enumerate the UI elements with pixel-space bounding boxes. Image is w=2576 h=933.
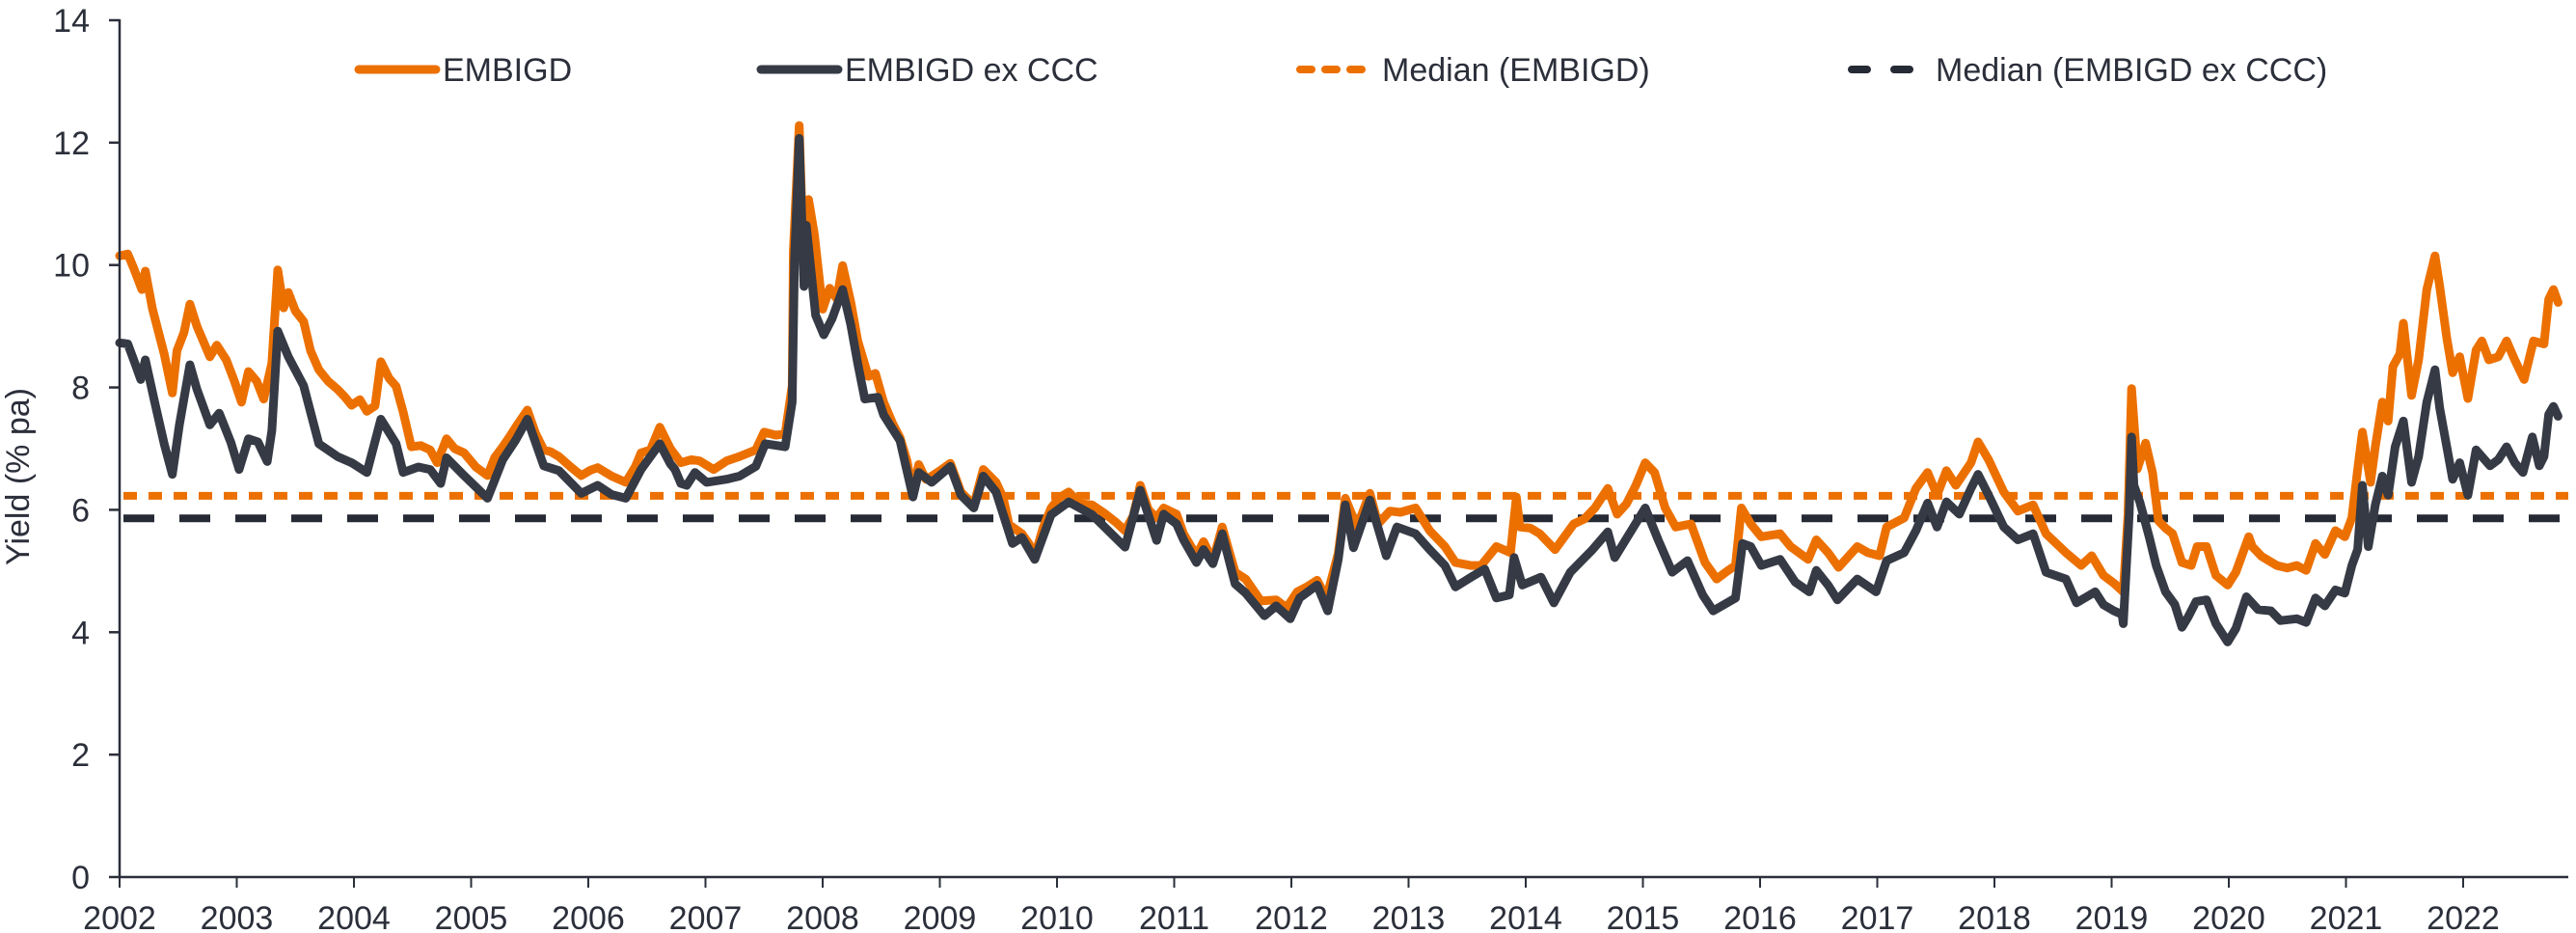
x-tick-label: 2005 [435, 900, 508, 933]
x-tick-label: 2019 [2075, 900, 2149, 933]
x-tick-label: 2010 [1020, 900, 1094, 933]
y-tick-label: 12 [53, 125, 90, 162]
legend-label-embigd: EMBIGD [443, 52, 572, 89]
y-ticks: 0 2 4 6 8 10 12 14 [53, 3, 120, 896]
series-line-embigd-ex-ccc [115, 133, 2562, 646]
chart-legend: EMBIGD EMBIGD ex CCC Median (EMBIGD) Med… [354, 52, 2327, 89]
x-tick-label: 2006 [552, 900, 625, 933]
x-tick-label: 2002 [83, 900, 156, 933]
x-tick-label: 2004 [317, 900, 391, 933]
legend-item-embigd-ex-ccc: EMBIGD ex CCC [756, 52, 1098, 89]
legend-label-embigd-ex-ccc: EMBIGD ex CCC [845, 52, 1098, 89]
legend-item-embigd: EMBIGD [354, 52, 572, 89]
x-tick-label: 2014 [1489, 900, 1562, 933]
axes: 0 2 4 6 8 10 12 14 2002 2003 2004 2005 2006 2007 2008… [0, 3, 2568, 933]
x-tick-label: 2016 [1723, 900, 1797, 933]
y-tick-label: 0 [71, 860, 90, 896]
x-tick-label: 2017 [1841, 900, 1914, 933]
series-line-embigd [115, 121, 2562, 613]
x-ticks: 2002 2003 2004 2005 2006 2007 2008 2009 2010 2011… [83, 877, 2500, 933]
y-tick-label: 8 [71, 370, 90, 407]
x-tick-label: 2009 [904, 900, 977, 933]
x-tick-label: 2003 [201, 900, 274, 933]
y-tick-label: 4 [71, 615, 90, 651]
x-tick-label: 2015 [1607, 900, 1680, 933]
x-tick-label: 2011 [1139, 900, 1209, 933]
x-tick-label: 2013 [1372, 900, 1446, 933]
x-tick-label: 2007 [669, 900, 743, 933]
x-tick-label: 2020 [2192, 900, 2265, 933]
x-tick-label: 2022 [2427, 900, 2500, 933]
x-tick-label: 2021 [2310, 900, 2383, 933]
x-tick-label: 2008 [786, 900, 859, 933]
y-tick-label: 2 [71, 737, 90, 774]
y-axis-title: Yield (% pa) [0, 388, 37, 565]
series-lines [115, 121, 2562, 646]
legend-label-median-embigd: Median (EMBIGD) [1382, 52, 1650, 89]
x-tick-label: 2012 [1255, 900, 1328, 933]
y-tick-label: 6 [71, 492, 90, 529]
legend-item-median-embigd-ex-ccc: Median (EMBIGD ex CCC) [1848, 52, 2327, 89]
legend-label-median-embigd-ex-ccc: Median (EMBIGD ex CCC) [1936, 52, 2327, 89]
legend-item-median-embigd: Median (EMBIGD) [1296, 52, 1650, 89]
y-tick-label: 10 [53, 248, 90, 285]
y-tick-label: 14 [53, 3, 90, 40]
x-tick-label: 2018 [1958, 900, 2031, 933]
